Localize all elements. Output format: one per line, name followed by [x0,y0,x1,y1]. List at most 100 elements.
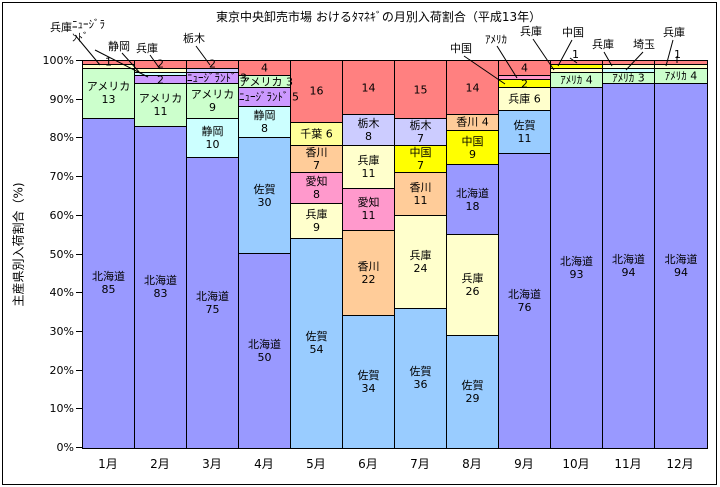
bar-segment-アメリカ: アメリカ 13 [83,68,134,120]
segment-label: 香川 22 [357,260,380,287]
segment-label: アメリカ 3 [239,75,293,89]
bar-segment-unnamed: 4 [239,61,290,77]
bar-segment-栃木: 栃木 7 [395,119,446,147]
bar-segment-unnamed: 2 [135,57,186,71]
x-axis-label-12月: 12月 [666,457,694,471]
floating-value-label: 1 [674,48,681,61]
bar-segment-unnamed: 16 [291,61,342,123]
segment-label: 佐賀 11 [513,119,536,146]
segment-label: 北海道 50 [248,338,281,365]
segment-label: ｱﾒﾘｶ 3 [612,71,645,85]
y-tick-label: 60% [49,208,74,222]
x-axis-label-7月: 7月 [410,457,430,471]
bar-segment-静岡: 静岡 10 [187,119,238,158]
x-axis-label-1月: 1月 [98,457,118,471]
bar-segment-unnamed: 1 [83,56,134,69]
y-tick-mark [76,292,82,294]
bar-segment-unnamed: 2 [187,57,238,71]
callout-label-ﾆｭｰｼﾞﾗﾝﾄﾞ: ﾆｭｰｼﾞﾗ ﾝﾄﾞ [72,18,105,44]
y-tick-mark [76,330,82,332]
bar-segment-香川: 香川 11 [395,173,446,216]
segment-label: 北海道 94 [612,253,645,280]
segment-label: 佐賀 54 [305,330,328,357]
callout-label-兵庫: 兵庫 [592,38,614,51]
bar-segment-香川: 香川 4 [447,115,498,131]
segment-label: 2 [521,77,528,91]
y-tick-label: 80% [49,131,74,145]
segment-label: アメリカ 13 [86,80,131,107]
segment-label: 2 [209,57,216,71]
y-tick-mark [76,214,82,216]
segment-label: 栃木 8 [357,117,380,144]
segment-label: 北海道 85 [92,270,125,297]
x-axis-label-10月: 10月 [562,457,590,471]
segment-label: 北海道 75 [196,289,229,316]
x-axis-label-8月: 8月 [462,457,482,471]
callout-label-兵庫: 兵庫 [136,42,158,55]
y-tick-mark [76,408,82,410]
bar-segment-中国: 2 [499,77,550,91]
bar-segment-アメリカ: アメリカ 11 [135,84,186,127]
segment-label: 佐賀 29 [461,378,484,405]
segment-label: 愛知 11 [357,196,380,223]
segment-label: アメリカ 11 [138,91,183,118]
bar-segment-北海道: 北海道 94 [655,84,707,448]
chart-title: 東京中央卸売市場 おけるﾀﾏﾈｷﾞの月別入荷割合（平成13年） [216,10,542,24]
segment-label: ﾆｭｰｼﾞﾗﾝﾄﾞ 3 [187,71,247,85]
segment-label: 愛知 8 [305,175,328,202]
bar-segment-中国 [551,64,602,69]
y-tick-mark [76,176,82,178]
segment-label: 栃木 7 [409,119,432,146]
segment-label: 佐賀 30 [253,182,276,209]
segment-label: 兵庫 24 [409,248,432,275]
x-axis-label-11月: 11月 [614,457,642,471]
bar-segment-香川: 香川 7 [291,146,342,174]
floating-value-label: 1 [572,48,579,61]
bar-segment-兵庫 [551,68,602,73]
bar-column-2月: 2 2 アメリカ 11 北海道 83 [135,57,187,448]
x-axis-label-4月: 4月 [254,457,274,471]
bar-column-5月: 16 千葉 6 香川 7 愛知 8 兵庫 9 佐賀 54 [291,61,343,448]
y-axis-title: 主産県別入荷割合（%) [11,182,26,307]
bar-segment-香川: 香川 22 [343,231,394,317]
bar-segment-アメリカ [499,76,550,81]
callout-label-中国: 中国 [562,26,584,39]
bar-segment-アメリカ: アメリカ 9 [187,84,238,120]
y-tick-label: 40% [49,286,74,300]
bar-segment-兵庫 [135,68,186,73]
y-tick-label: 70% [49,170,74,184]
bar-segment-栃木 [187,68,238,73]
segment-label: アメリカ 9 [190,88,235,115]
bar-segment-ﾆｭｰｼﾞﾗﾝﾄﾞ: 2 [135,73,186,87]
segment-label: 2 [157,57,164,71]
segment-label: 千葉 6 [300,127,333,141]
segment-label: 2 [157,73,164,87]
segment-label: 15 [413,83,428,97]
bar-segment-兵庫 [655,64,707,69]
y-tick-mark [76,98,82,100]
bar-segment-北海道: 北海道 93 [551,88,602,448]
bar-segment-兵庫: 兵庫 6 [499,88,550,112]
bar-column-3月: 2 ﾆｭｰｼﾞﾗﾝﾄﾞ 3 アメリカ 9 静岡 10 北海道 75 [187,57,247,448]
y-tick-mark [76,447,82,448]
callout-label-埼玉: 埼玉 [633,38,655,51]
bar-segment-兵庫: 兵庫 9 [291,204,342,239]
y-tick-label: 10% [49,402,74,416]
bar-segment-佐賀: 佐賀 36 [395,308,446,448]
segment-label: 14 [361,81,376,95]
bar-column-9月: 4 2 兵庫 6 佐賀 11 北海道 76 [499,61,551,448]
bar-segment-佐賀: 佐賀 34 [343,316,394,448]
bar-segment-ﾆｭｰｼﾞﾗﾝﾄﾞ: ﾆｭｰｼﾞﾗﾝﾄﾞ 3 [187,71,247,85]
bar-segment-北海道: 北海道 75 [187,157,238,448]
segment-label: 16 [309,84,324,98]
bar-column-4月: 4 アメリカ 3 ﾆｭｰｼﾞﾗﾝﾄﾞ 5 静岡 8 佐賀 30 北海道 50 [239,61,299,448]
bar-column-1月: 1 アメリカ 13 北海道 85 [83,56,135,448]
bar-segment-北海道: 北海道 85 [83,119,134,448]
x-axis-label-5月: 5月 [306,457,326,471]
bar-segment-兵庫: 兵庫 26 [447,235,498,336]
bar-segment-ｱﾒﾘｶ: ｱﾒﾘｶ 3 [603,71,654,85]
y-tick-label: 90% [49,92,74,106]
bar-column-10月: ｱﾒﾘｶ 4 北海道 93 [551,61,603,448]
bar-segment-ｱﾒﾘｶ: ｱﾒﾘｶ 4 [655,68,707,85]
segment-label: 兵庫 11 [357,153,380,180]
